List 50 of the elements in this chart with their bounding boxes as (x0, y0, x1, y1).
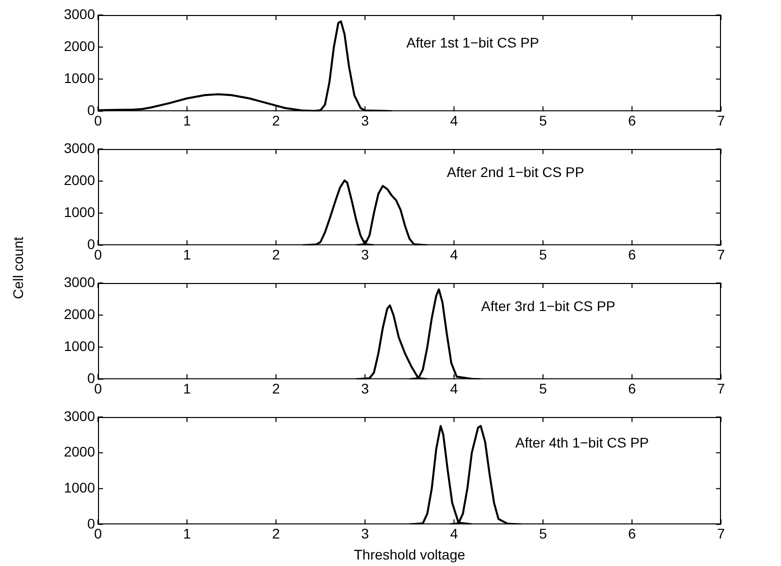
x-tick-label: 5 (539, 380, 548, 396)
y-tick-label: 1000 (64, 70, 96, 86)
y-tick-label: 1000 (64, 338, 96, 354)
x-tick-label: 3 (361, 380, 370, 396)
x-tick-label: 6 (628, 526, 636, 542)
y-tick-label: 1000 (64, 479, 96, 496)
y-tick-label: 2000 (64, 444, 96, 460)
y-tick-label: 3000 (64, 274, 96, 290)
x-tick-label: 4 (450, 246, 458, 262)
y-tick-label: 1000 (64, 204, 96, 220)
annotation: After 4th 1−bit CS PP (515, 434, 649, 451)
x-tick-label: 6 (628, 380, 636, 396)
x-tick-label: 3 (361, 246, 370, 262)
annotation: After 2nd 1−bit CS PP (446, 164, 584, 180)
y-axis-title: Cell count (10, 236, 26, 300)
x-tick-label: 7 (717, 112, 726, 128)
x-tick-label: 3 (361, 112, 370, 128)
x-tick-label: 1 (183, 526, 192, 542)
x-tick-label: 4 (450, 380, 458, 396)
y-tick-label: 0 (87, 102, 96, 118)
y-tick-label: 3000 (64, 408, 96, 424)
x-tick-label: 7 (717, 526, 726, 542)
y-tick-label: 0 (87, 236, 96, 252)
x-tick-label: 2 (272, 526, 280, 542)
y-tick-label: 3000 (64, 6, 96, 22)
x-tick-label: 2 (272, 112, 280, 128)
annotation: After 3rd 1−bit CS PP (481, 298, 616, 314)
annotation: After 1st 1−bit CS PP (406, 34, 540, 51)
x-tick-label: 7 (717, 380, 726, 396)
x-tick-label: 4 (450, 112, 458, 128)
y-tick-label: 2000 (64, 172, 96, 188)
x-tick-label: 7 (717, 246, 726, 262)
x-tick-label: 5 (539, 526, 548, 542)
y-tick-label: 2000 (64, 38, 96, 54)
x-tick-label: 5 (539, 112, 548, 128)
x-tick-label: 6 (628, 112, 636, 128)
x-tick-label: 5 (539, 246, 548, 262)
x-tick-label: 2 (272, 246, 280, 262)
y-tick-label: 0 (87, 370, 96, 386)
x-axis-title: Threshold voltage (354, 546, 466, 562)
x-tick-label: 6 (628, 246, 636, 262)
x-tick-label: 2 (272, 380, 280, 396)
x-tick-label: 4 (450, 526, 458, 542)
x-tick-label: 1 (183, 246, 192, 262)
x-tick-label: 3 (361, 526, 370, 542)
y-tick-label: 0 (87, 515, 96, 532)
y-tick-label: 3000 (64, 140, 96, 156)
x-tick-label: 1 (183, 112, 192, 128)
x-tick-label: 1 (183, 380, 192, 396)
y-tick-label: 2000 (64, 306, 96, 322)
